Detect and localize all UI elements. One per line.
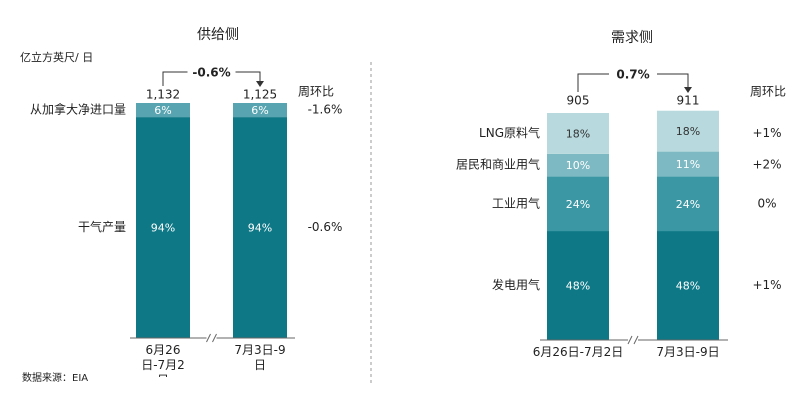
data-label: 94%: [151, 222, 175, 235]
series-name: 工业用气: [492, 195, 540, 210]
x-tick-label: 6月26日-7月2日: [141, 343, 185, 377]
axis-break-bg: [206, 333, 217, 343]
category-box: 7月3日-9日: [234, 343, 286, 372]
bar-segment: [657, 176, 719, 232]
bar-segment: [136, 103, 190, 118]
unit-label: 亿立方英尺/ 日: [20, 50, 93, 64]
x-tick-label: 7月3日-9日: [234, 343, 286, 372]
data-label: 94%: [248, 222, 272, 235]
wow-title: 周环比: [298, 85, 334, 99]
wow-label: -0.6%: [308, 220, 343, 234]
axis-break-bg: [628, 335, 638, 345]
chart-title: 供给侧: [197, 27, 239, 43]
bar-segment: [547, 231, 609, 340]
bar-segment: [657, 110, 719, 152]
bar-segment: [657, 231, 719, 340]
x-tick-label: 6月26日-7月2日: [532, 345, 624, 359]
bar-segment: [233, 103, 287, 118]
change-arrow: [256, 81, 264, 87]
total-label: 1,125: [243, 88, 277, 102]
total-label: 911: [677, 94, 700, 108]
change-bg: [187, 64, 236, 80]
series-name: 干气产量: [78, 219, 126, 234]
category-box: 6月26日-7月2日: [141, 343, 185, 377]
bar-segment: [657, 151, 719, 177]
change-bg: [609, 66, 657, 82]
bar-segment: [547, 113, 609, 154]
data-label: 10%: [566, 159, 590, 172]
wow-label: -1.6%: [308, 103, 343, 117]
data-label: 11%: [676, 158, 700, 171]
data-label: 24%: [676, 198, 700, 211]
data-label: 48%: [676, 280, 700, 293]
data-label: 24%: [566, 198, 590, 211]
x-tick-label: 7月3日-9日: [656, 345, 720, 359]
series-name: LNG原料气: [479, 125, 540, 140]
data-label: 6%: [251, 104, 268, 117]
series-name: 居民和商业用气: [456, 157, 540, 172]
source: 数据来源：EIA: [22, 371, 88, 384]
wow-label: +2%: [752, 158, 781, 172]
wow-label: +1%: [752, 278, 781, 292]
data-label: 48%: [566, 280, 590, 293]
series-name: 发电用气: [492, 277, 540, 292]
axis-break: [627, 335, 639, 345]
data-label: 18%: [676, 125, 700, 138]
chart-title: 需求侧: [611, 30, 653, 46]
data-label: 18%: [566, 127, 590, 140]
change-label: -0.6%: [192, 66, 230, 80]
change-label: 0.7%: [616, 68, 649, 82]
wow-title: 周环比: [750, 85, 786, 99]
wow-label: 0%: [757, 196, 776, 210]
total-label: 905: [567, 94, 590, 108]
data-label: 6%: [154, 104, 171, 117]
total-label: 1,132: [146, 88, 180, 102]
bar-segment: [547, 176, 609, 232]
bar-segment: [547, 153, 609, 177]
wow-label: +1%: [752, 126, 781, 140]
category-box: 7月3日-9日: [656, 345, 720, 359]
bar-segment: [136, 117, 190, 338]
bar-segment: [233, 117, 287, 338]
change-arrow: [684, 87, 692, 93]
axis-break: [206, 333, 217, 343]
category-box: 6月26日-7月2日: [532, 345, 624, 359]
series-name: 从加拿大净进口量: [30, 102, 126, 117]
